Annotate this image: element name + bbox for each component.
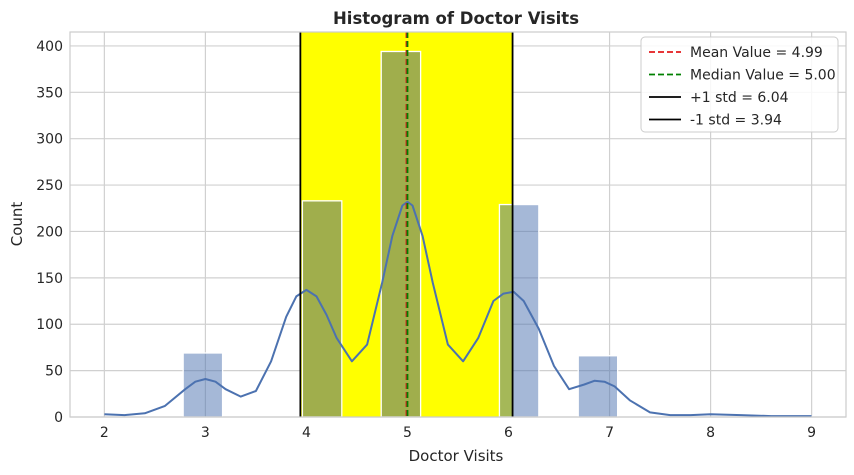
- chart-title: Histogram of Doctor Visits: [333, 9, 579, 28]
- x-axis-label: Doctor Visits: [409, 447, 504, 465]
- y-tick-label: 100: [36, 317, 63, 333]
- histogram-bar: [301, 200, 343, 418]
- x-tick-label: 6: [504, 425, 513, 441]
- y-tick-label: 400: [36, 39, 63, 55]
- legend: Mean Value = 4.99 Median Value = 5.00 +1 s…: [640, 36, 839, 133]
- plot-area: [69, 31, 847, 418]
- x-tick-label: 2: [100, 425, 109, 441]
- y-axis-label: Count: [8, 202, 26, 247]
- histogram-bar: [182, 352, 224, 418]
- x-tick-label: 9: [807, 425, 816, 441]
- y-tick-label: 300: [36, 132, 63, 148]
- x-tick-label: 4: [302, 425, 311, 441]
- histogram-bar: [577, 355, 619, 418]
- legend-label: -1 std = 3.94: [690, 113, 782, 129]
- x-tick-label: 5: [403, 425, 412, 441]
- legend-label: Median Value = 5.00: [690, 68, 836, 84]
- y-tick-label: 50: [45, 364, 63, 380]
- histogram-bar: [380, 50, 422, 418]
- legend-label: Mean Value = 4.99: [690, 45, 823, 61]
- y-tick-label: 0: [54, 410, 63, 426]
- histogram-bar: [498, 203, 540, 418]
- y-tick-label: 350: [36, 85, 63, 101]
- y-tick-label: 250: [36, 178, 63, 194]
- x-tick-label: 7: [605, 425, 614, 441]
- x-tick-label: 8: [706, 425, 715, 441]
- y-tick-label: 200: [36, 224, 63, 240]
- legend-label: +1 std = 6.04: [690, 90, 789, 106]
- y-tick-label: 150: [36, 271, 63, 287]
- kde-line: [104, 200, 812, 418]
- x-tick-label: 3: [201, 425, 210, 441]
- plot-frame: [69, 31, 847, 418]
- legend-box: [640, 36, 839, 133]
